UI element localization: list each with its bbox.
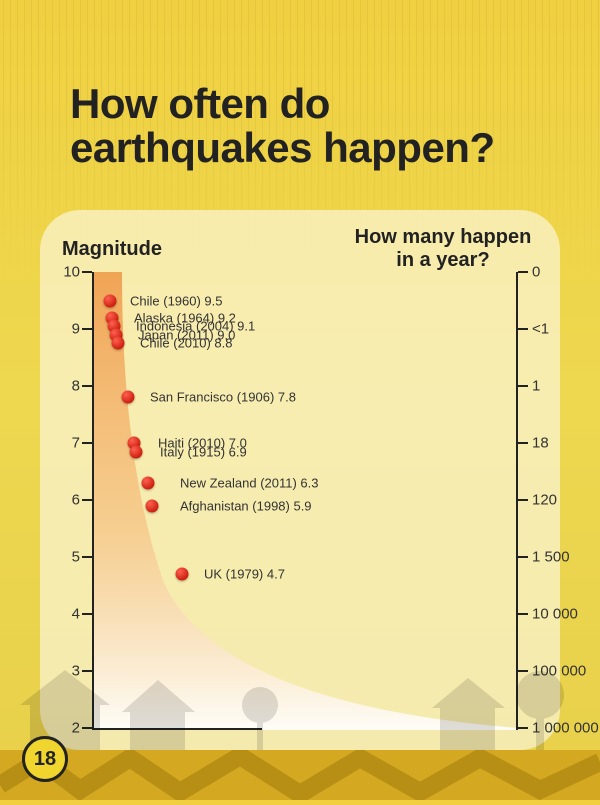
chart-panel: Magnitude How many happen in a year? 109… — [40, 210, 560, 750]
event-dot — [112, 337, 125, 350]
right-tick — [518, 328, 528, 330]
event-dot — [104, 294, 117, 307]
event-dot — [146, 499, 159, 512]
right-tick-label: 10 000 — [532, 606, 578, 623]
page-title: How often do earthquakes happen? — [70, 82, 495, 170]
event-label: UK (1979) 4.7 — [204, 567, 285, 582]
page-number: 18 — [34, 748, 56, 771]
right-tick-label: 18 — [532, 435, 549, 452]
event-label: San Francisco (1906) 7.8 — [150, 390, 296, 405]
left-tick-label: 7 — [50, 435, 80, 452]
left-tick — [82, 442, 92, 444]
left-tick — [82, 499, 92, 501]
right-axis-line — [516, 272, 518, 730]
left-tick — [82, 385, 92, 387]
right-tick — [518, 442, 528, 444]
right-tick-label: 1 — [532, 378, 540, 395]
event-label: Afghanistan (1998) 5.9 — [180, 498, 312, 513]
right-tick — [518, 385, 528, 387]
right-tick-label: 1 000 000 — [532, 720, 599, 737]
right-tick-label: 100 000 — [532, 663, 586, 680]
event-label: Chile (1960) 9.5 — [130, 293, 223, 308]
left-tick — [82, 328, 92, 330]
left-axis-title: Magnitude — [62, 238, 162, 261]
left-tick — [82, 556, 92, 558]
event-label: Italy (1915) 6.9 — [160, 444, 247, 459]
left-tick-label: 8 — [50, 378, 80, 395]
event-dot — [122, 391, 135, 404]
event-dot — [130, 445, 143, 458]
right-tick-label: <1 — [532, 321, 549, 338]
right-tick-label: 120 — [532, 492, 557, 509]
left-tick-label: 10 — [50, 264, 80, 281]
left-tick-label: 6 — [50, 492, 80, 509]
right-tick-label: 0 — [532, 264, 540, 281]
title-line-1: How often do — [70, 80, 330, 127]
left-tick-label: 9 — [50, 321, 80, 338]
left-tick-label: 2 — [50, 720, 80, 737]
right-tick — [518, 271, 528, 273]
left-axis-line — [92, 272, 94, 730]
event-dot — [176, 568, 189, 581]
right-tick — [518, 556, 528, 558]
left-tick-label: 4 — [50, 606, 80, 623]
left-tick — [82, 271, 92, 273]
right-tick-label: 1 500 — [532, 549, 570, 566]
left-tick-label: 5 — [50, 549, 80, 566]
left-tick — [82, 613, 92, 615]
left-tick — [82, 727, 92, 729]
zigzag-icon — [0, 750, 600, 800]
chart-area: 1098765432 0<11181201 50010 000100 0001 … — [92, 272, 518, 730]
right-tick — [518, 727, 528, 729]
right-axis-title: How many happen in a year? — [348, 226, 538, 272]
page-number-badge: 18 — [22, 736, 68, 782]
left-tick-label: 3 — [50, 663, 80, 680]
bottom-band — [0, 750, 600, 800]
right-tick — [518, 613, 528, 615]
title-line-2: earthquakes happen? — [70, 124, 495, 171]
bottom-axis-line — [92, 728, 262, 730]
event-label: New Zealand (2011) 6.3 — [180, 475, 319, 490]
event-dot — [142, 476, 155, 489]
event-label: Chile (2010) 8.8 — [140, 336, 233, 351]
left-tick — [82, 670, 92, 672]
right-tick — [518, 670, 528, 672]
right-tick — [518, 499, 528, 501]
